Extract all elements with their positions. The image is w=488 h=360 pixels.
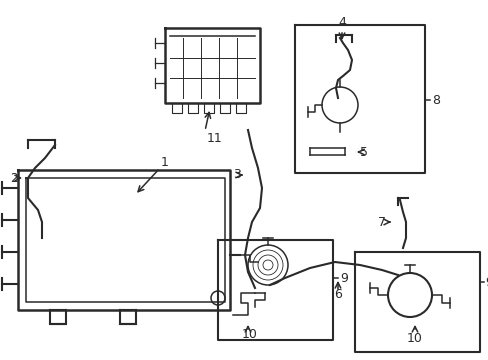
- Text: 4: 4: [337, 15, 345, 28]
- Text: 8: 8: [431, 94, 439, 107]
- Text: 6: 6: [333, 288, 341, 302]
- Text: 10: 10: [406, 332, 422, 345]
- Text: 7: 7: [377, 216, 385, 229]
- Text: 11: 11: [207, 131, 223, 144]
- Text: 9: 9: [484, 275, 488, 288]
- Text: 3: 3: [233, 168, 241, 181]
- Text: 2: 2: [10, 171, 18, 184]
- Text: 1: 1: [161, 157, 168, 170]
- Text: 10: 10: [242, 328, 257, 342]
- Text: 9: 9: [339, 271, 347, 284]
- Text: 5: 5: [359, 145, 367, 158]
